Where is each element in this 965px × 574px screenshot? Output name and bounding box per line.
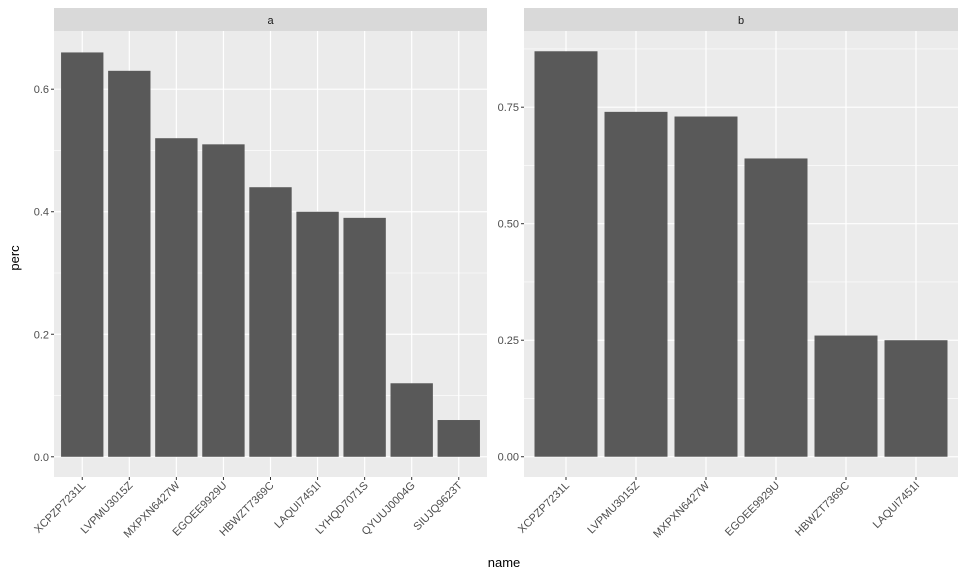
- x-tick-label: LAQUI7451I: [871, 480, 922, 531]
- x-tick-label: LVPMU3015Z: [585, 479, 642, 536]
- facet-panel-a: a0.00.20.40.6XCPZP7231LLVPMU3015ZMXPXN64…: [32, 8, 487, 540]
- facet-strip: [54, 8, 487, 31]
- bar-LYHQD7071S: [343, 217, 386, 457]
- bar-LVPMU3015Z: [108, 70, 151, 457]
- bar-HBWZT7369C: [814, 335, 878, 457]
- bar-LAQUI7451I: [296, 211, 339, 457]
- y-tick-label: 0.0: [34, 452, 49, 464]
- x-tick-label: XCPZP7231L: [516, 480, 572, 536]
- bar-HBWZT7369C: [249, 187, 292, 457]
- facet-strip-label: a: [267, 15, 274, 27]
- y-tick-label: 0.4: [34, 207, 49, 219]
- bar-EGOEE9929U: [202, 144, 245, 457]
- facet-panel-b: b 0.00 0.25 0.50 0.75 XCPZP7231L LVPMU3015Z MXP…: [498, 8, 958, 540]
- bar-QYUUJ0004G: [390, 383, 433, 457]
- bar-LAQUI7451I: [884, 340, 948, 457]
- facet-strip: [524, 8, 958, 31]
- x-tick-label: LAQUI7451I: [272, 480, 323, 531]
- x-tick-label: EGOEE9929U: [723, 480, 782, 539]
- x-tick-label: MXPXN6427W: [651, 479, 712, 540]
- x-tick-label: SIUJQ9623T: [411, 479, 465, 533]
- y-tick-label: 0.00: [498, 452, 519, 464]
- y-tick-label: 0.75: [498, 102, 519, 114]
- facet-strip-label: b: [738, 15, 744, 27]
- x-axis-title: name: [488, 555, 521, 570]
- bar-MXPXN6427W: [674, 116, 738, 457]
- bar-LVPMU3015Z: [604, 111, 668, 457]
- y-axis-title: perc: [7, 245, 22, 271]
- bar-EGOEE9929U: [744, 158, 808, 457]
- y-tick-label: 0.6: [34, 84, 49, 96]
- bar-XCPZP7231L: [61, 52, 104, 457]
- bar-MXPXN6427W: [155, 138, 198, 457]
- bar-SIUJQ9623T: [437, 420, 480, 457]
- x-tick-label: HBWZT7369C: [793, 480, 852, 539]
- y-tick-label: 0.25: [498, 335, 519, 347]
- y-tick-label: 0.2: [34, 329, 49, 341]
- y-tick-label: 0.50: [498, 219, 519, 231]
- bar-XCPZP7231L: [534, 51, 598, 457]
